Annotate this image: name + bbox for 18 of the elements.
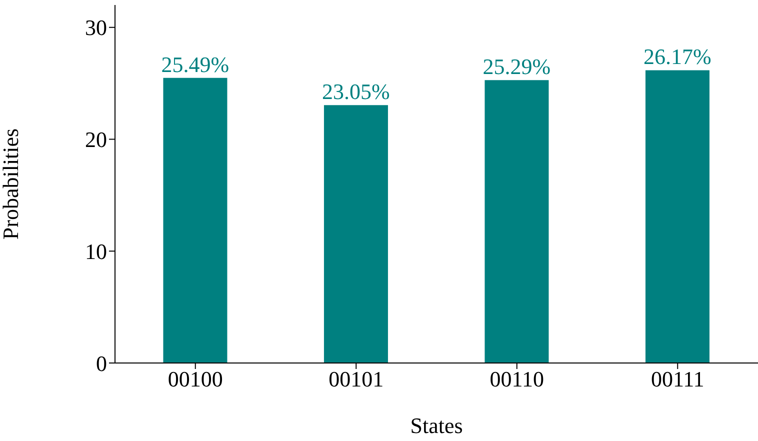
- y-axis-title: Probabilities: [0, 128, 23, 240]
- data-label: 25.29%: [482, 54, 551, 80]
- y-tick-label: 30: [85, 15, 107, 40]
- x-tick-label: 00110: [490, 366, 544, 392]
- y-tick-label: 20: [85, 127, 107, 152]
- x-tick-label: 00111: [650, 366, 704, 392]
- x-tick-label: 00101: [328, 366, 384, 392]
- bar: [484, 80, 549, 363]
- bar: [645, 70, 710, 363]
- bar: [324, 105, 388, 363]
- x-tick-label: 00100: [168, 366, 223, 392]
- data-label: 25.49%: [161, 52, 230, 77]
- y-tick-label: 10: [85, 238, 107, 264]
- y-tick-label: 0: [96, 350, 107, 376]
- data-label: 23.05%: [322, 79, 390, 104]
- bar: [163, 78, 228, 363]
- data-label: 26.17%: [644, 44, 712, 70]
- x-axis-title: States: [410, 413, 463, 438]
